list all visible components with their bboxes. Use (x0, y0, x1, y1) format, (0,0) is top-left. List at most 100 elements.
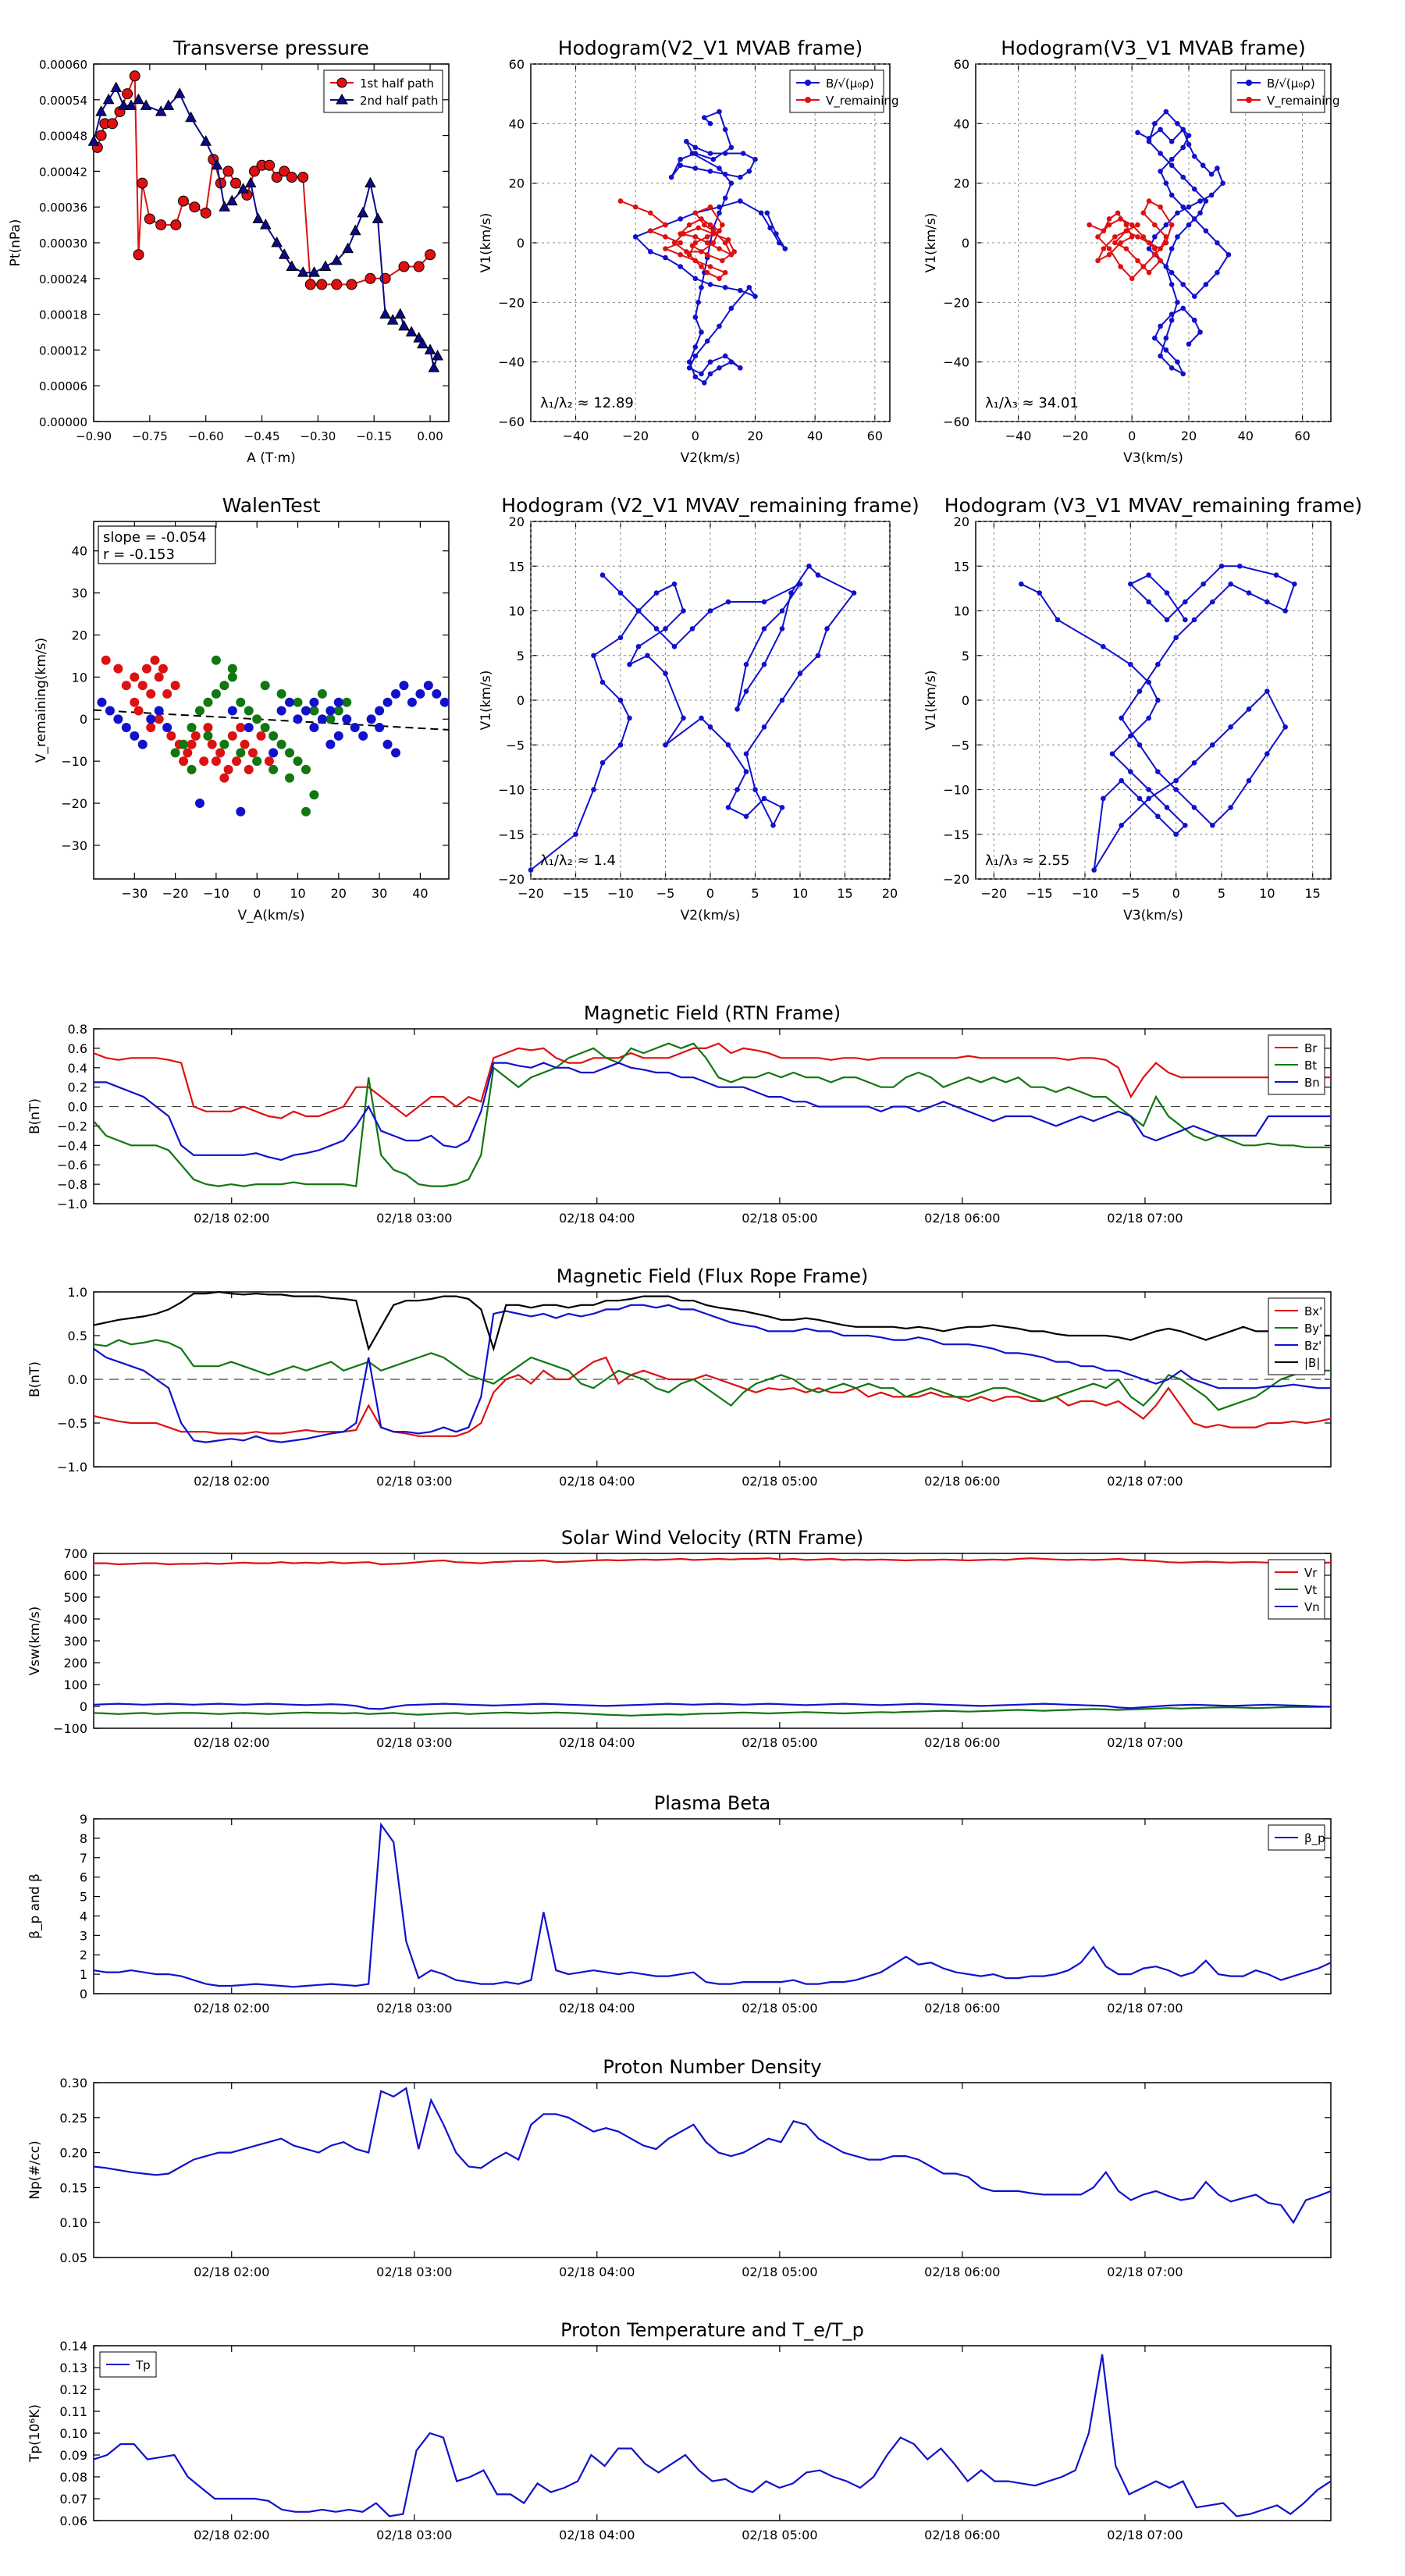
h2-data-point (1203, 282, 1209, 287)
h4-data-point (1146, 795, 1151, 802)
h1-data-point (707, 169, 713, 174)
walen-data-point (219, 739, 229, 749)
beta-plot-frame (93, 1818, 1332, 1994)
h2-data-point (1095, 234, 1101, 240)
tp-xtick-label: −0.15 (356, 429, 392, 443)
h1-data-point (648, 228, 653, 234)
tp-data-point (140, 99, 152, 110)
h3-ylabel: V1(km/s) (478, 671, 494, 731)
h4-data-point (1282, 608, 1288, 614)
sw-series-line (94, 1557, 1331, 1566)
h3-data-point (779, 626, 785, 632)
h3-plot-frame (530, 521, 891, 880)
h3-data-point (645, 653, 650, 659)
h3-data-point (806, 563, 812, 569)
mfrtn-series-line (94, 1062, 1331, 1162)
h1-data-point (717, 165, 722, 171)
tpt-ylabel: Tp(10⁶K) (27, 2404, 43, 2463)
h2-data-point (1203, 198, 1209, 204)
h3-data-point (743, 813, 749, 820)
h2-data-point (1101, 228, 1107, 234)
h4-data-point (1210, 599, 1215, 605)
sw-panel: Solar Wind Velocity (RTN Frame) −100 0 100 2… (27, 1527, 1332, 1750)
h4-data-point (1119, 823, 1124, 828)
h1-data-point (689, 151, 695, 156)
walen-data-point (264, 756, 274, 767)
walen-data-point (325, 706, 336, 716)
h1-ytick-label: −60 (498, 415, 525, 429)
tpt-panel: Proton Temperature and T_e/T_p 0.06 0.07 0.… (27, 2319, 1332, 2542)
walen-r-label: r = -0.153 (103, 546, 175, 563)
h2-legend-marker (1246, 97, 1252, 103)
h1-data-point (722, 151, 728, 156)
beta-xtick-label: 02/18 03:00 (376, 2001, 452, 2016)
h4-data-point (1055, 617, 1061, 623)
walen-slope-label: slope = -0.054 (103, 529, 206, 546)
h1-data-point (707, 359, 713, 365)
walen-data-point (358, 731, 368, 741)
h2-data-point (1115, 210, 1121, 216)
h4-data-point (1146, 715, 1151, 721)
walen-data-point (269, 748, 279, 758)
walen-data-point (121, 681, 131, 691)
mfrtn-xtick-label: 02/18 02:00 (194, 1211, 269, 1226)
h2-data-point (1158, 246, 1163, 251)
h2-data-point (1215, 165, 1220, 171)
h2-data-point (1087, 222, 1092, 228)
h4-data-point (1191, 805, 1197, 810)
mffr-ytick-label: −1.0 (57, 1460, 87, 1475)
np-xtick-label: 02/18 02:00 (194, 2265, 269, 2279)
h2-ytick-label: −20 (943, 295, 969, 310)
h1-data-point (710, 240, 717, 246)
walen-xlabel: V_A(km/s) (237, 908, 304, 923)
h2-data-point (1146, 138, 1152, 144)
h1-data-point (632, 204, 638, 210)
tpt-xtick-label: 02/18 06:00 (924, 2528, 1000, 2542)
h2-xtick-label: 0 (1128, 429, 1136, 443)
h2-data-point (1168, 311, 1175, 317)
h2-data-point (1135, 234, 1140, 240)
h1-xtick-label: −20 (622, 429, 649, 443)
tp-data-point (117, 99, 130, 110)
h4-data-point (1282, 724, 1288, 730)
h4-xtick-label: 15 (1304, 886, 1320, 901)
h1-data-point (722, 195, 728, 201)
sw-legend-label: Vt (1304, 1583, 1317, 1597)
h2-data-point (1146, 198, 1152, 204)
h2-data-point (1140, 264, 1147, 269)
mfrtn-series-line (93, 1042, 1331, 1119)
h3-data-point (653, 626, 660, 632)
tp-legend (323, 69, 443, 113)
h3-data-point (851, 590, 857, 596)
h1-data-point (699, 329, 704, 335)
h4-data-point (1164, 805, 1170, 810)
h4-xtick-label: −15 (1026, 886, 1053, 901)
sw-title: Solar Wind Velocity (RTN Frame) (561, 1527, 863, 1549)
tp-data-point (365, 272, 376, 284)
h2-data-point (1191, 187, 1197, 192)
h1-data-point (699, 216, 704, 222)
walen-data-point (269, 764, 279, 774)
tp-ytick-label: 0.00012 (39, 343, 87, 358)
beta-panel: Plasma Beta 0 1 2 3 4 5 6 7 8 9 02/18 02:00 02/18 03… (27, 1792, 1332, 2016)
h3-xtick-label: −15 (563, 886, 589, 901)
h3-data-point (663, 742, 668, 748)
h1-data-point (704, 234, 710, 240)
h3-data-point (617, 635, 624, 641)
h1-data-point (692, 276, 699, 282)
walen-ytick-label: 40 (72, 544, 87, 559)
h1-data-point (728, 305, 735, 311)
h3-data-point (743, 751, 749, 756)
tp-data-point (87, 135, 100, 146)
h2-ylabel: V1(km/s) (923, 213, 939, 273)
h1-data-point (707, 222, 713, 228)
walen-xtick-label: −30 (121, 886, 148, 901)
h1-data-point (681, 231, 686, 237)
h4-data-point (1173, 831, 1179, 838)
tp-data-point (297, 172, 309, 183)
walen-ytick-label: −10 (61, 754, 87, 769)
tpt-ytick-label: 0.09 (59, 2448, 87, 2463)
tp-data-point (226, 194, 238, 206)
tp-data-point (162, 99, 175, 110)
h3-data-point (797, 671, 803, 676)
